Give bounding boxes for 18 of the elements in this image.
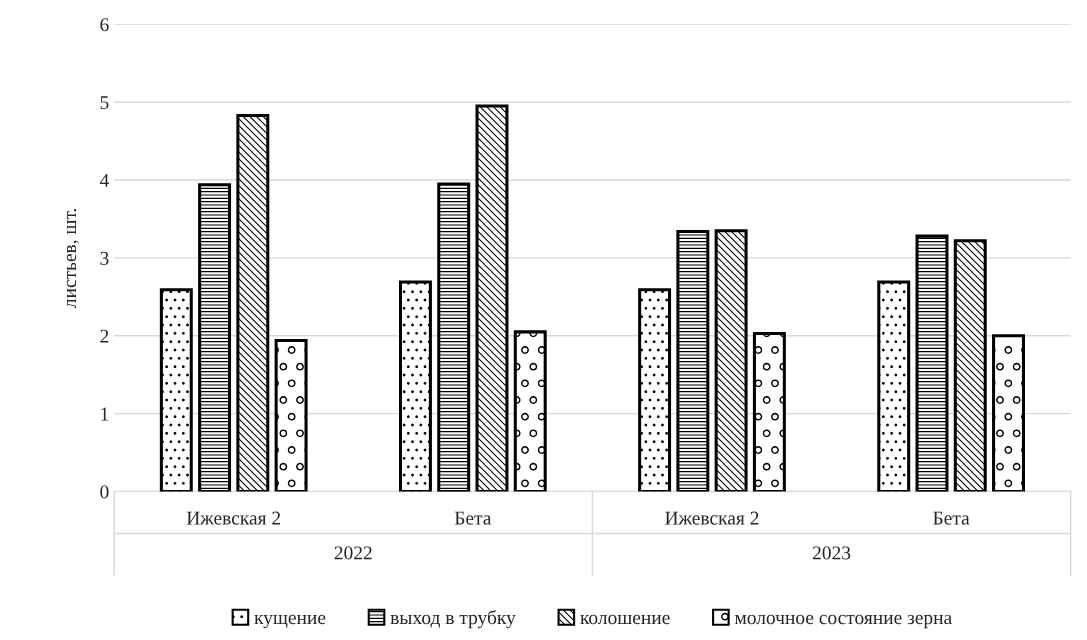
legend-label: выход в трубку [390, 610, 516, 629]
y-tick-label: 1 [101, 407, 109, 421]
legend-label: кущение [254, 614, 326, 629]
y-tick-label: 0 [100, 485, 109, 499]
legend-label: молочное состояние зерна [734, 614, 952, 629]
legend-label: колошение [580, 614, 670, 625]
x-tick-label: Ижевская 2 [186, 511, 281, 525]
y-tick-label: 2 [100, 329, 109, 343]
text: 2023 [812, 546, 851, 560]
x-tick-label: Ижевская 2 [665, 511, 759, 525]
y-axis-title: листьев, шт. [66, 208, 79, 308]
x-tick-label: Бета [933, 511, 970, 525]
x-tick-label: Бета [454, 511, 492, 525]
y-tick-label: 3 [100, 251, 109, 265]
y-tick-label: 5 [100, 96, 109, 110]
text: 2022 [334, 546, 372, 560]
y-tick-label: 4 [99, 174, 109, 187]
y-tick-label: 6 [100, 18, 109, 32]
